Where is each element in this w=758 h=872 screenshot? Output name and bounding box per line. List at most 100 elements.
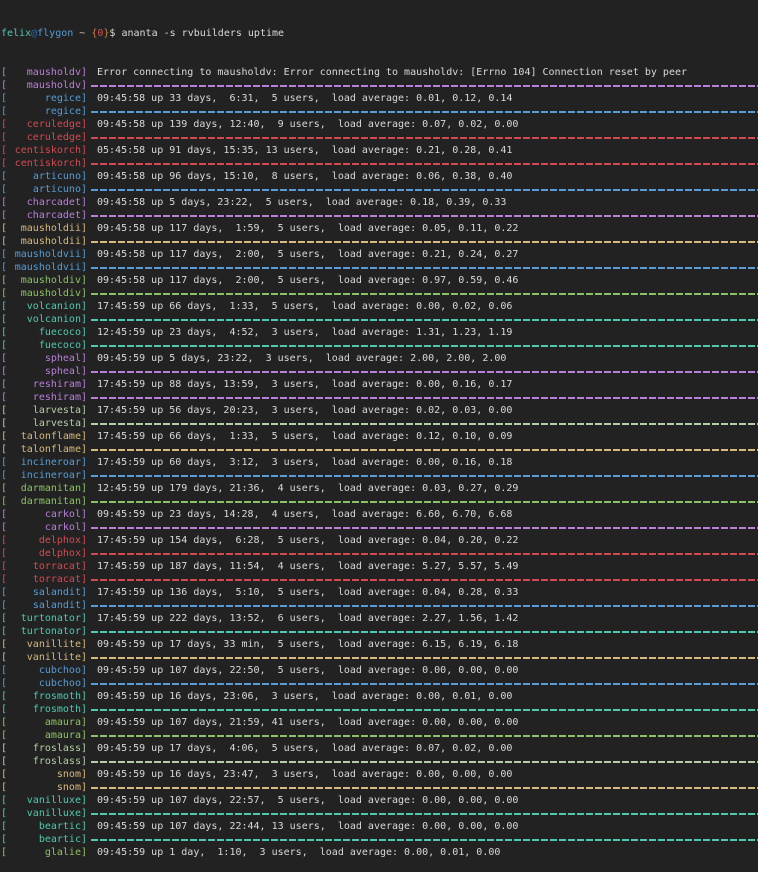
host-label: [beartic] <box>1 820 87 833</box>
host-label: [talonflame] <box>1 430 87 443</box>
host-name: carkol] <box>44 522 87 533</box>
host-name: mausholdv] <box>26 80 87 91</box>
host-name: glalie] <box>44 847 87 858</box>
separator-row: [charcadet] <box>1 209 758 222</box>
terminal-row: [mausholdv] Error connecting to mausholdv… <box>1 66 758 79</box>
terminal-row: [torracat] 17:45:59 up 187 days, 11:54, 4… <box>1 560 758 573</box>
host-name: articuno] <box>32 184 87 195</box>
host-name: incineroar] <box>20 470 87 481</box>
dashed-separator-line <box>91 267 758 269</box>
bracket-open: [ <box>1 80 8 91</box>
bracket-open: [ <box>1 132 8 143</box>
separator-row: [turtonator] <box>1 625 758 638</box>
separator-row: [mausholdiv] <box>1 287 758 300</box>
host-name: torracat] <box>32 561 87 572</box>
host-name: centiskorch] <box>14 158 87 169</box>
host-name: spheal] <box>44 353 87 364</box>
uptime-output: 05:45:58 up 91 days, 15:35, 13 users, lo… <box>97 145 513 156</box>
terminal-row: [amaura] 09:45:59 up 107 days, 21:59, 41 … <box>1 716 758 729</box>
bracket-open: [ <box>1 847 8 858</box>
uptime-output: 09:45:58 up 5 days, 23:22, 5 users, load… <box>97 197 507 208</box>
terminal-row: [ceruledge] 09:45:58 up 139 days, 12:40, … <box>1 118 758 131</box>
bracket-open: [ <box>1 535 8 546</box>
host-name: larvesta] <box>32 418 87 429</box>
host-name: salandit] <box>32 587 87 598</box>
host-name: spheal] <box>44 366 87 377</box>
host-label: [cubchoo] <box>1 664 87 677</box>
bracket-open: [ <box>1 288 8 299</box>
uptime-output: 09:45:58 up 117 days, 2:00, 5 users, loa… <box>97 249 519 260</box>
host-label: [larvesta] <box>1 417 87 430</box>
host-label: [ delphox] <box>1 534 87 547</box>
host-name: mausholdv] <box>26 67 87 78</box>
dashed-separator-line <box>91 683 758 685</box>
host-label: [beartic] <box>1 833 87 846</box>
prompt-brace-close: } <box>103 28 110 39</box>
terminal-row: [vanilluxe] 09:45:59 up 107 days, 22:57, … <box>1 794 758 807</box>
dashed-separator-line <box>91 527 758 529</box>
host-name: turtonator] <box>20 613 87 624</box>
host-label: [carkol] <box>1 521 87 534</box>
dashed-separator-line <box>91 449 758 451</box>
bracket-open: [ <box>1 210 8 221</box>
dashed-separator-line <box>91 813 758 815</box>
host-name: cubchoo] <box>38 678 87 689</box>
dashed-separator-line <box>91 241 758 243</box>
separator-row: [larvesta] <box>1 417 758 430</box>
dashed-separator-line <box>91 735 758 737</box>
host-label: [centiskorch] <box>1 157 87 170</box>
separator-row: [mausholdvii] <box>1 261 758 274</box>
host-name: vanilluxe] <box>26 808 87 819</box>
dashed-separator-line <box>91 215 758 217</box>
bracket-open: [ <box>1 821 8 832</box>
bracket-open: [ <box>1 704 8 715</box>
prompt-brace-open: { <box>91 28 98 39</box>
host-name: articuno] <box>32 171 87 182</box>
host-label: [mausholdii] <box>1 235 87 248</box>
host-label: [frosmoth] <box>1 690 87 703</box>
separator-row: [articuno] <box>1 183 758 196</box>
terminal-row: [incineroar] 17:45:59 up 60 days, 3:12, 3… <box>1 456 758 469</box>
host-name: vanillite] <box>26 639 87 650</box>
bracket-open: [ <box>1 301 8 312</box>
separator-row: [volcanion] <box>1 313 758 326</box>
bracket-open: [ <box>1 665 8 676</box>
host-label: [ darmanitan] <box>1 482 87 495</box>
uptime-output: 09:45:59 up 107 days, 22:44, 13 users, l… <box>97 821 519 832</box>
host-label: [larvesta] <box>1 404 87 417</box>
host-name: amaura] <box>44 730 87 741</box>
bracket-open: [ <box>1 392 8 403</box>
host-label: [charcadet] <box>1 209 87 222</box>
host-name: frosmoth] <box>32 691 87 702</box>
uptime-output: 09:45:59 up 107 days, 22:50, 5 users, lo… <box>97 665 519 676</box>
terminal-row: [mausholdvii] 09:45:58 up 117 days, 2:00,… <box>1 248 758 261</box>
uptime-output: 09:45:58 up 117 days, 1:59, 5 users, loa… <box>97 223 519 234</box>
terminal-row: [salandit] 17:45:59 up 136 days, 5:10, 5 … <box>1 586 758 599</box>
separator-row: [frosmoth] <box>1 703 758 716</box>
host-name: delphox] <box>38 535 87 546</box>
host-name: darmanitan] <box>20 483 87 494</box>
bracket-open: [ <box>1 262 8 273</box>
bracket-open: [ <box>1 769 8 780</box>
host-name: regice] <box>44 93 87 104</box>
bracket-open: [ <box>1 249 8 260</box>
host-label: [carkol] <box>1 508 87 521</box>
host-label: [charcadet] <box>1 196 87 209</box>
host-name: froslass] <box>32 743 87 754</box>
host-label: [mausholdiv] <box>1 274 87 287</box>
host-label: [ceruledge] <box>1 118 87 131</box>
dashed-separator-line <box>91 709 758 711</box>
host-label: [turtonator] <box>1 625 87 638</box>
command-output: [mausholdv] Error connecting to mausholdv… <box>1 66 758 859</box>
separator-row: [froslass] <box>1 755 758 768</box>
bracket-open: [ <box>1 457 8 468</box>
host-name: snom] <box>56 782 87 793</box>
bracket-open: [ <box>1 405 8 416</box>
uptime-output: 09:45:59 up 1 day, 1:10, 3 users, load a… <box>97 847 501 858</box>
dashed-separator-line <box>91 657 758 659</box>
terminal-row: [frosmoth] 09:45:59 up 16 days, 23:06, 3 … <box>1 690 758 703</box>
host-label: [fuecoco] <box>1 326 87 339</box>
bracket-open: [ <box>1 483 8 494</box>
host-name: turtonator] <box>20 626 87 637</box>
